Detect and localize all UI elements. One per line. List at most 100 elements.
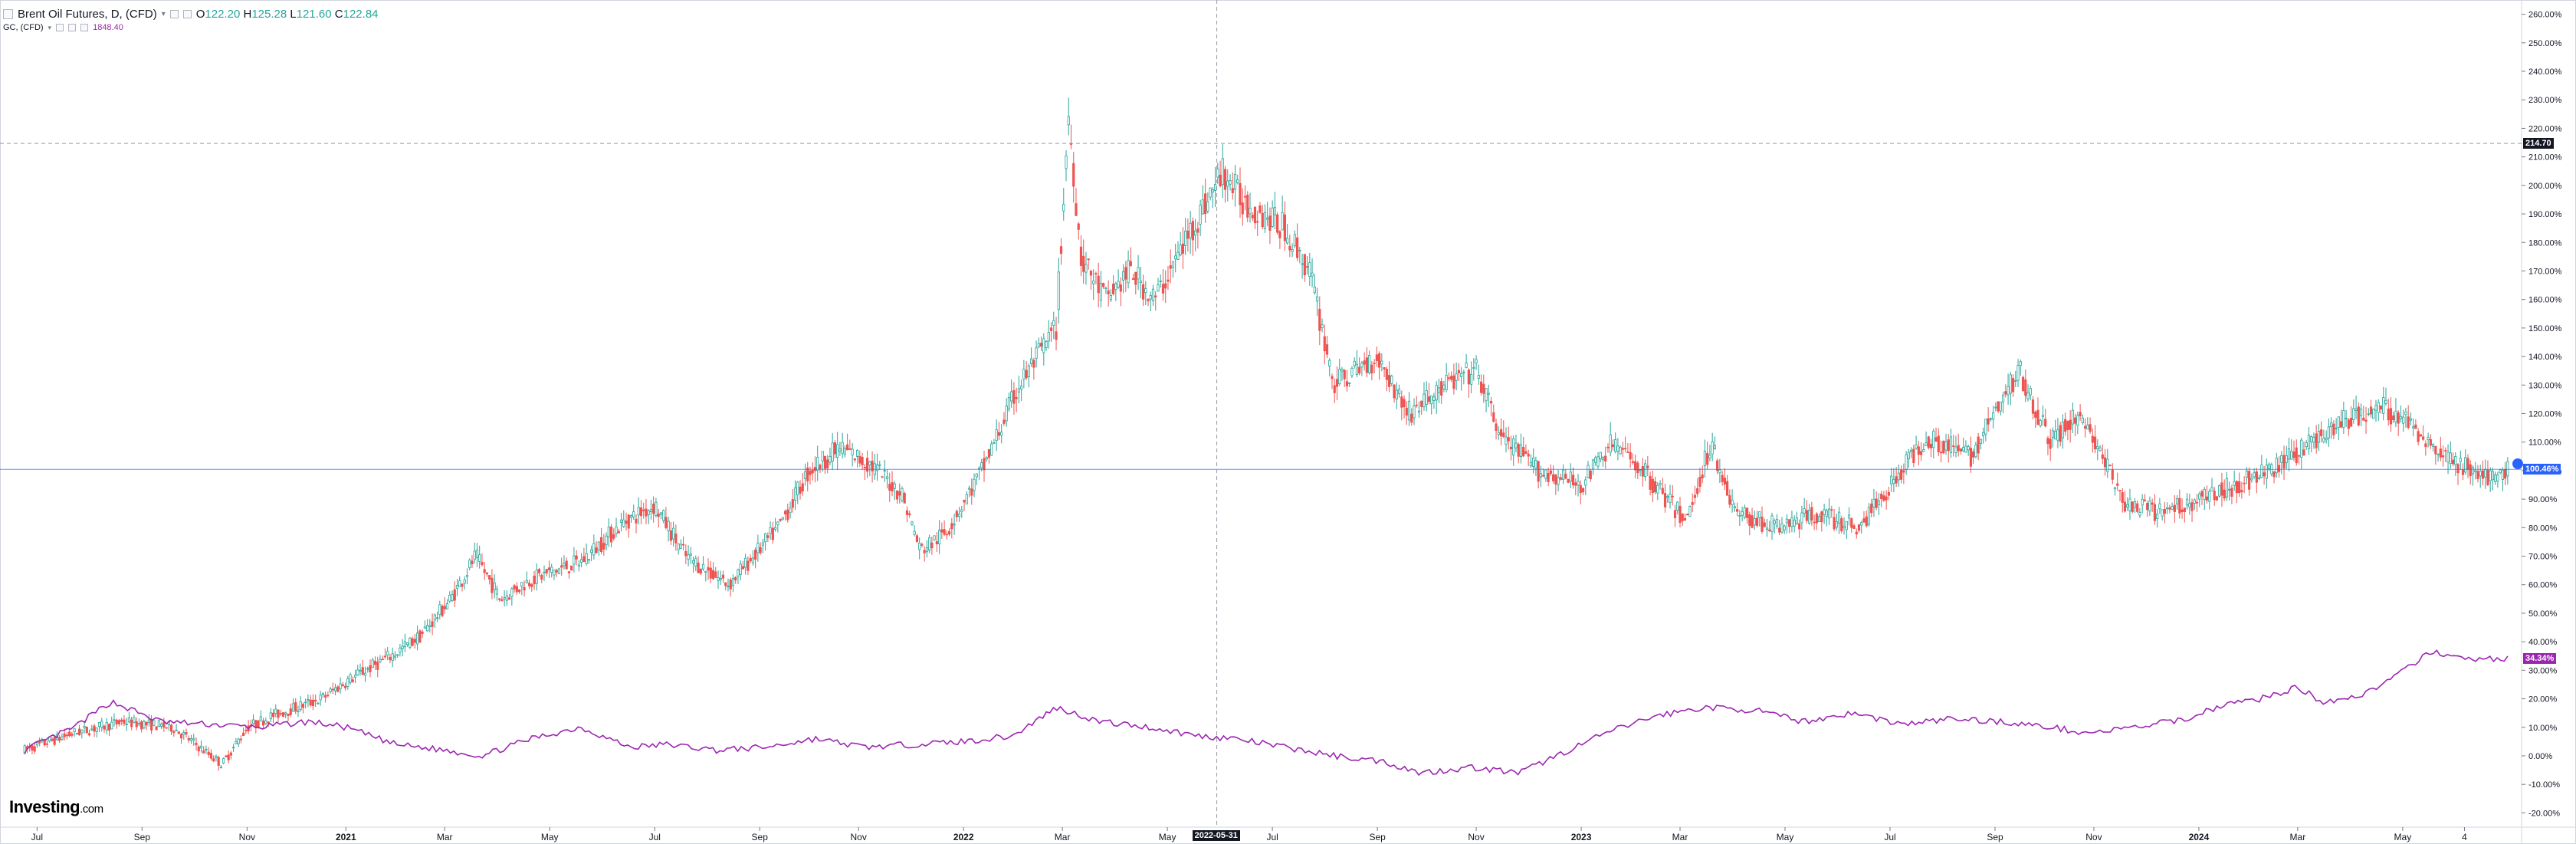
- candle: [1944, 433, 1948, 455]
- candle: [205, 745, 208, 754]
- candle: [217, 755, 220, 771]
- candle: [1743, 504, 1746, 520]
- candle: [2382, 386, 2385, 421]
- candle: [1447, 372, 1451, 382]
- candle: [1907, 448, 1910, 468]
- candle: [289, 703, 292, 718]
- candle: [1231, 172, 1234, 200]
- candle: [1840, 515, 1843, 534]
- y-tick-label: 250.00%: [2528, 39, 2562, 48]
- candle: [595, 541, 598, 554]
- chevron-down-icon[interactable]: ▾: [161, 10, 166, 18]
- chevron-down-icon[interactable]: ▾: [48, 23, 52, 31]
- candle: [1676, 501, 1679, 515]
- candle: [2253, 468, 2256, 479]
- candle: [175, 724, 178, 731]
- candle: [401, 639, 404, 657]
- candle: [821, 451, 824, 471]
- x-tick-label: 4: [2462, 832, 2467, 842]
- candle: [2026, 384, 2030, 402]
- candle: [2163, 501, 2166, 524]
- candle: [2083, 419, 2087, 438]
- candle: [2414, 419, 2417, 429]
- candle: [1472, 358, 1475, 381]
- candle: [2330, 417, 2333, 439]
- candle: [71, 731, 74, 738]
- candle: [2417, 428, 2420, 446]
- compare-legend[interactable]: GC, (CFD) ▾ 1848.40: [3, 23, 123, 32]
- candle: [127, 711, 131, 724]
- close-icon[interactable]: [182, 10, 192, 18]
- candle: [799, 480, 802, 500]
- compare-symbol-label[interactable]: GC, (CFD): [3, 23, 44, 32]
- candle: [2245, 467, 2248, 484]
- candle: [699, 568, 702, 576]
- candle: [1169, 249, 1172, 284]
- candle: [1301, 253, 1304, 279]
- candle: [642, 502, 645, 519]
- candle: [1410, 408, 1413, 426]
- candle: [645, 499, 648, 524]
- candle: [2096, 439, 2099, 461]
- candle: [1229, 174, 1232, 191]
- candle: [883, 460, 886, 482]
- candle: [938, 520, 941, 554]
- candle: [582, 547, 586, 563]
- eye-icon[interactable]: [56, 24, 64, 31]
- candle: [707, 558, 710, 580]
- candle: [920, 542, 924, 548]
- candle: [177, 731, 180, 734]
- candle: [1666, 494, 1669, 504]
- candle: [1902, 463, 1905, 484]
- main-legend[interactable]: Brent Oil Futures, D, (CFD) ▾ O122.20 H1…: [3, 8, 379, 21]
- candle: [1696, 478, 1699, 498]
- candle: [359, 663, 362, 676]
- candle: [599, 527, 603, 554]
- main-symbol-label[interactable]: Brent Oil Futures, D, (CFD): [18, 8, 157, 21]
- close-icon[interactable]: [80, 24, 89, 31]
- collapse-icon[interactable]: [3, 9, 13, 19]
- candle: [1609, 422, 1612, 457]
- candle: [639, 500, 643, 524]
- candle: [1072, 152, 1075, 203]
- candle: [1184, 218, 1187, 255]
- candle: [381, 655, 384, 661]
- candle: [80, 729, 84, 739]
- candle: [1785, 514, 1789, 534]
- candle: [2394, 398, 2397, 427]
- candle: [973, 473, 976, 498]
- candle: [2248, 467, 2251, 496]
- candle: [192, 734, 195, 746]
- settings-icon[interactable]: [68, 24, 77, 31]
- candle: [1315, 287, 1319, 317]
- candle: [95, 727, 98, 737]
- candle: [2074, 413, 2077, 437]
- candle: [570, 565, 573, 571]
- candle: [2208, 488, 2211, 510]
- candle: [1413, 398, 1416, 425]
- candle: [1571, 467, 1575, 489]
- candle: [856, 448, 859, 468]
- candle: [1596, 452, 1600, 470]
- candle: [1407, 392, 1411, 426]
- candle: [729, 577, 732, 597]
- candle: [294, 698, 297, 714]
- candle: [1862, 511, 1866, 524]
- candle: [1353, 357, 1356, 369]
- candle: [2297, 455, 2301, 465]
- candle: [2036, 397, 2039, 425]
- candle: [411, 636, 414, 647]
- x-tick-label: 2021: [336, 832, 356, 842]
- candle: [1912, 445, 1915, 468]
- candle: [1919, 442, 1923, 461]
- candle: [1251, 212, 1254, 222]
- alert-marker-icon[interactable]: [2512, 458, 2523, 470]
- settings-icon[interactable]: [169, 10, 179, 18]
- candle: [145, 721, 148, 731]
- candle: [1507, 426, 1510, 450]
- candle: [1915, 435, 1918, 450]
- candle: [2397, 410, 2400, 436]
- candle: [754, 547, 757, 569]
- candle: [2093, 425, 2097, 454]
